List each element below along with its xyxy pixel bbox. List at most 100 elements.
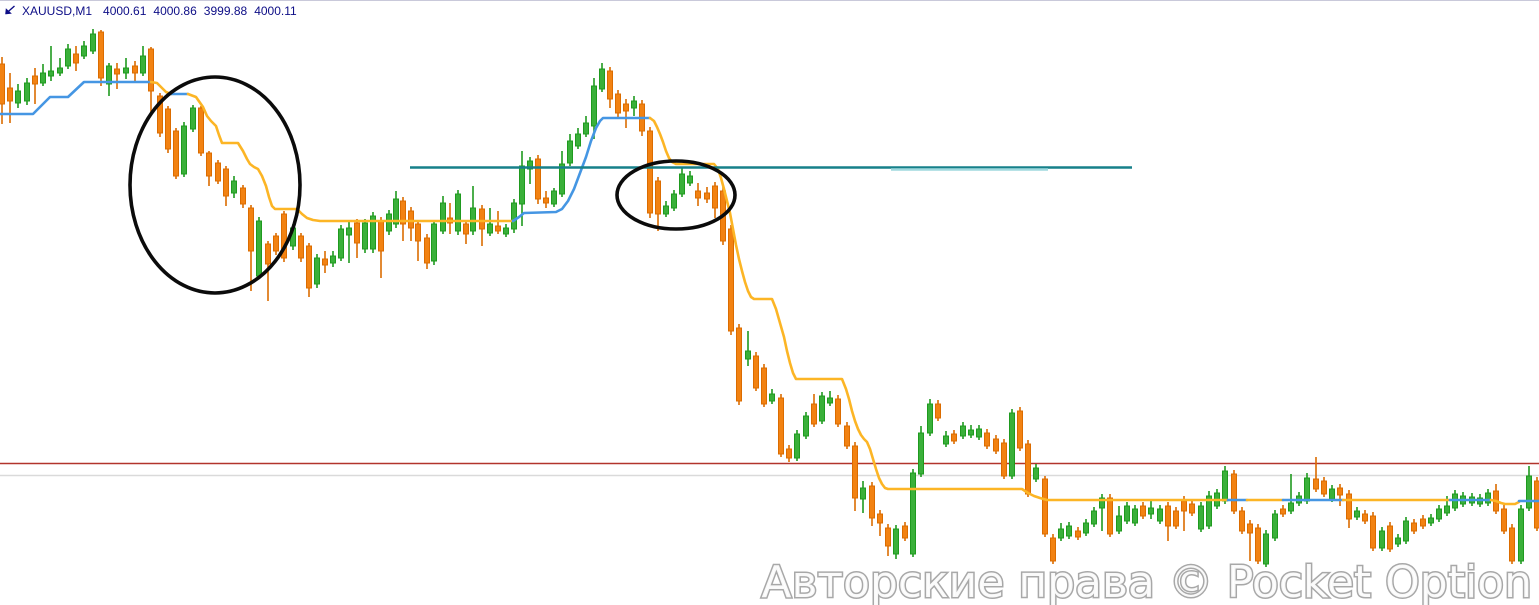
candle	[712, 182, 718, 218]
candle	[165, 106, 171, 153]
candle	[951, 430, 957, 444]
candle	[181, 122, 187, 177]
quote-high: 4000.86	[153, 4, 197, 18]
candle	[1354, 507, 1360, 520]
candle	[1091, 507, 1097, 527]
candle	[631, 96, 637, 116]
trend-line-orange	[186, 92, 515, 223]
candle	[431, 220, 437, 265]
candle	[1534, 477, 1539, 531]
candle	[48, 46, 54, 81]
candle	[386, 210, 392, 235]
candle	[1428, 514, 1434, 526]
candle	[663, 201, 669, 217]
candle	[479, 205, 485, 246]
candle	[1050, 534, 1056, 564]
candle	[1247, 520, 1253, 561]
quote-open: 4000.61	[103, 4, 147, 18]
trend-line-orange	[149, 80, 173, 96]
candle	[378, 217, 384, 278]
candle	[231, 176, 237, 198]
trend-line-blue	[511, 116, 652, 223]
candle	[415, 220, 421, 261]
candle	[1083, 519, 1089, 536]
candle	[607, 67, 613, 108]
candle	[455, 190, 461, 235]
candle	[786, 445, 792, 462]
candle	[935, 400, 941, 421]
candle	[281, 211, 287, 262]
candle	[511, 199, 517, 233]
candle	[98, 30, 104, 86]
candle	[1066, 522, 1072, 539]
candle	[728, 225, 734, 335]
candle	[1403, 517, 1409, 544]
candle	[827, 391, 833, 406]
candle	[1042, 476, 1048, 537]
candle	[753, 352, 759, 391]
candle	[1033, 464, 1039, 482]
candle	[695, 183, 701, 206]
candle	[346, 221, 352, 263]
candle	[647, 127, 653, 218]
candle	[190, 105, 196, 132]
candle	[761, 364, 767, 407]
candle	[1017, 407, 1023, 451]
candle	[314, 254, 320, 288]
candle	[960, 422, 966, 439]
candle	[844, 422, 850, 449]
candle	[400, 197, 406, 241]
symbol-header: XAUUSD,M1 4000.61 4000.86 3999.88 4000.1…	[3, 4, 297, 18]
candle	[811, 394, 817, 427]
candle	[1173, 507, 1179, 529]
candle	[1420, 515, 1426, 529]
candle	[503, 224, 509, 237]
candle	[1132, 505, 1138, 526]
candle	[591, 78, 597, 139]
candle	[902, 522, 908, 541]
candle	[65, 44, 71, 69]
candle	[1509, 524, 1515, 564]
candle	[527, 157, 533, 184]
candle	[1165, 502, 1171, 541]
candle	[1001, 439, 1007, 479]
candle	[393, 191, 399, 228]
candle	[1189, 500, 1195, 516]
candle	[1148, 501, 1154, 519]
candle	[90, 29, 96, 54]
candle	[1387, 522, 1393, 552]
candle	[918, 426, 924, 477]
candle	[704, 187, 710, 203]
candle	[73, 46, 79, 71]
candle	[885, 524, 891, 556]
candle	[495, 211, 501, 234]
candle	[1157, 505, 1163, 524]
candle	[535, 155, 541, 204]
candle	[927, 399, 933, 436]
candle	[794, 430, 800, 461]
candle	[1321, 477, 1327, 497]
candle	[976, 425, 982, 440]
candle	[1370, 512, 1376, 551]
candle	[679, 168, 685, 197]
candle	[803, 412, 809, 439]
candle	[370, 212, 376, 253]
candle	[1436, 505, 1442, 522]
candle	[1313, 457, 1319, 492]
candle	[1272, 510, 1278, 541]
candle	[745, 331, 751, 366]
candle	[1222, 466, 1228, 504]
candle	[736, 324, 742, 405]
candle	[1124, 502, 1130, 524]
candle	[543, 191, 549, 208]
candle	[769, 389, 775, 404]
price-pointer-icon	[5, 5, 15, 15]
candle	[338, 225, 344, 261]
candle	[354, 219, 360, 258]
candle	[778, 394, 784, 457]
candle	[463, 220, 469, 244]
candle	[223, 166, 229, 206]
quote-close: 4000.11	[254, 4, 297, 18]
